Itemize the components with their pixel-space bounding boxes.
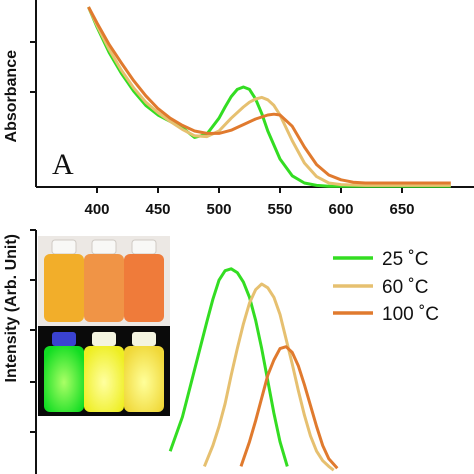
legend-label-60c: 60 ˚C — [382, 277, 428, 298]
panel-a-x-tick-label: 550 — [267, 201, 292, 218]
panel-a-y-axis-title: Absorbance — [3, 50, 20, 143]
panel-b-y-axis-title: Intensity (Arb. Unit) — [3, 234, 20, 382]
panel-a-x-tick-label: 650 — [389, 201, 414, 218]
panel-a-letter: A — [52, 148, 74, 181]
vial-uv-100c — [124, 346, 164, 412]
panel-a-series-line-2 — [87, 6, 451, 185]
panel-a-absorbance: 400 450 500 550 600 650 A Absorbance — [3, 0, 474, 218]
panel-a-x-tick-label: 600 — [328, 201, 353, 218]
vial-cap — [51, 239, 77, 255]
panel-b-series-line-1 — [203, 282, 335, 472]
legend-label-100c: 100 ˚C — [382, 304, 439, 325]
legend-label-25c: 25 ˚C — [382, 249, 428, 270]
panel-b-series-line-0 — [168, 267, 289, 467]
vial-daylight-100c — [124, 254, 164, 322]
panel-a-x-ticks: 400 450 500 550 600 650 — [84, 187, 415, 218]
panel-a-series-line-1 — [87, 6, 451, 187]
vial-cap — [131, 239, 157, 255]
legend: 25 ˚C 60 ˚C 100 ˚C — [333, 249, 439, 325]
vial-uv-25c — [44, 346, 84, 412]
vial-cap — [132, 332, 156, 346]
panel-a-series-line-0 — [87, 6, 451, 188]
vial-cap — [91, 239, 117, 255]
inset-photo-vials — [38, 236, 170, 416]
panel-a-curves — [87, 6, 451, 188]
panel-b-curves — [168, 267, 339, 472]
panel-a-x-tick-label: 400 — [84, 201, 109, 218]
panel-a-x-tick-label: 500 — [206, 201, 231, 218]
vial-daylight-25c — [44, 254, 84, 322]
panel-b-series-line-2 — [239, 345, 339, 470]
panel-a-x-tick-label: 450 — [145, 201, 170, 218]
vial-uv-60c — [84, 346, 124, 412]
panel-b-intensity: Intensity (Arb. Unit) — [3, 229, 439, 474]
vial-cap — [52, 332, 76, 346]
vial-daylight-60c — [84, 254, 124, 322]
vial-cap — [92, 332, 116, 346]
